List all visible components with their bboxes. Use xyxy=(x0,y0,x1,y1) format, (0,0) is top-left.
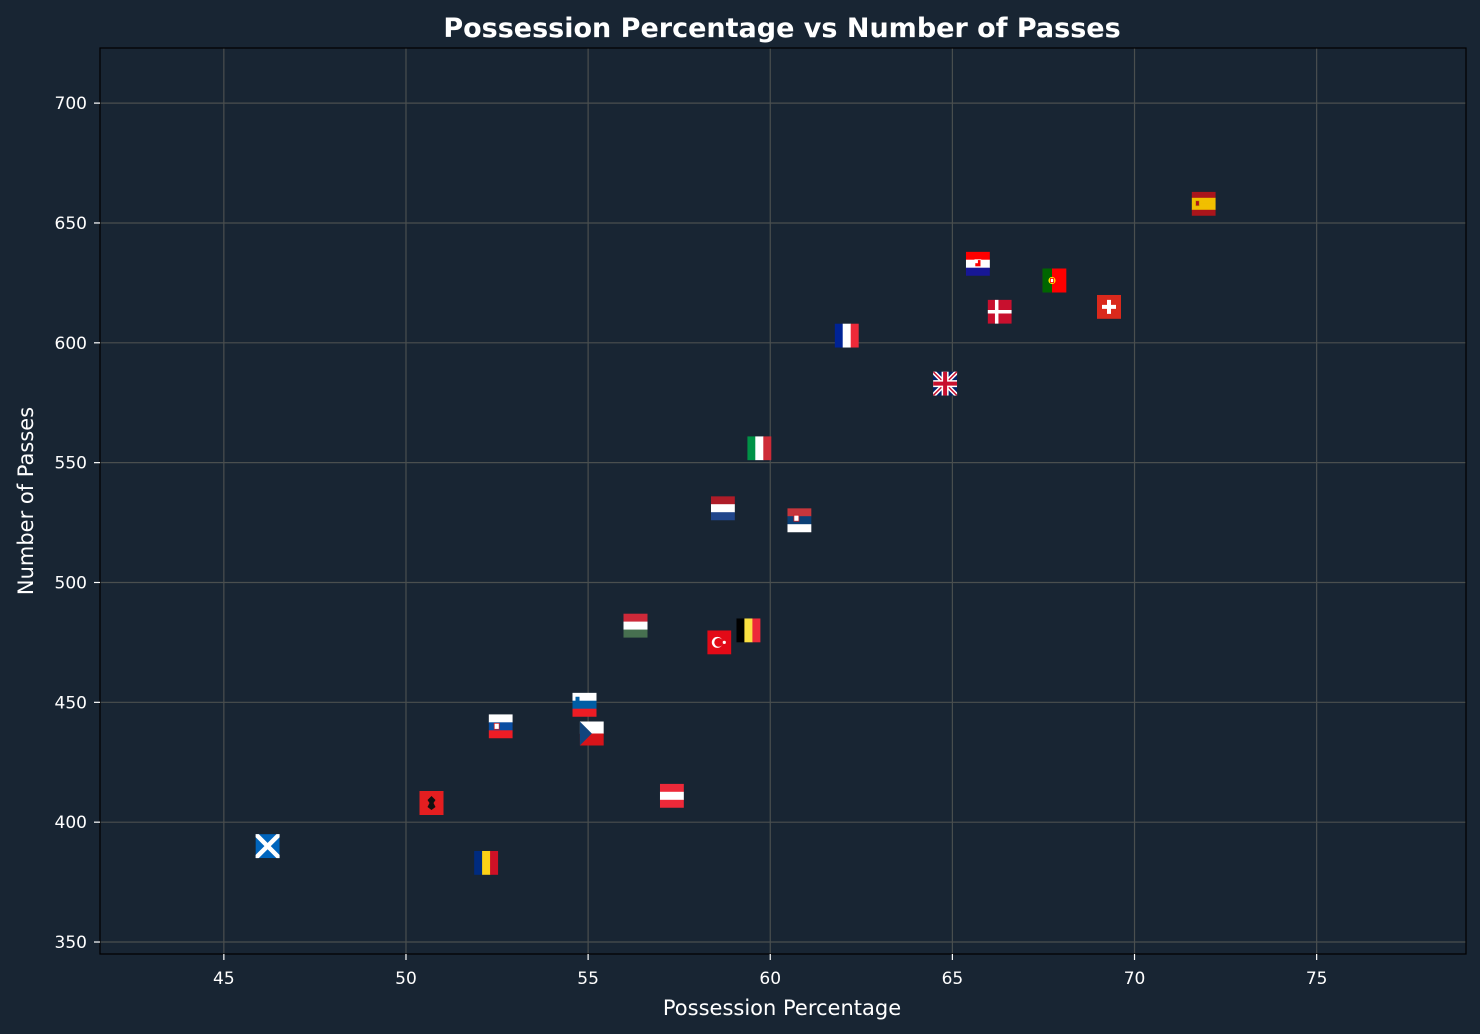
slovakia-flag-icon xyxy=(488,714,513,739)
slovenia-flag-icon xyxy=(572,692,597,717)
y-tick-label: 500 xyxy=(55,573,87,593)
x-tick-label: 70 xyxy=(1124,969,1146,989)
serbia-flag-icon xyxy=(787,508,812,533)
portugal-flag-icon xyxy=(1042,268,1067,293)
tick-marks xyxy=(94,102,1318,960)
axes-frame xyxy=(99,47,1467,955)
x-tick-label: 45 xyxy=(213,969,235,989)
y-tick-label: 450 xyxy=(55,693,87,713)
y-tick-label: 700 xyxy=(55,94,87,114)
denmark-flag-icon xyxy=(987,299,1012,324)
netherlands-flag-icon xyxy=(710,496,735,521)
belgium-flag-icon xyxy=(736,618,761,643)
y-tick-label: 650 xyxy=(55,214,87,234)
turkey-flag-icon xyxy=(707,630,732,655)
france-flag-icon xyxy=(834,323,859,348)
data-points xyxy=(255,191,1216,875)
y-axis-label: Number of Passes xyxy=(14,407,38,595)
x-tick-label: 75 xyxy=(1306,969,1328,989)
grid xyxy=(100,48,1466,954)
chart-title: Possession Percentage vs Number of Passe… xyxy=(443,13,1120,44)
switzerland-flag-icon xyxy=(1097,294,1121,319)
x-tick-label: 50 xyxy=(395,969,417,989)
y-tick-label: 400 xyxy=(55,813,87,833)
y-tick-label: 600 xyxy=(55,334,87,354)
albania-flag-icon xyxy=(419,791,444,815)
austria-flag-icon xyxy=(659,783,684,808)
hungary-flag-icon xyxy=(623,613,648,638)
x-tick-label: 55 xyxy=(577,969,599,989)
y-tick-label: 350 xyxy=(55,933,87,953)
czechia-flag-icon xyxy=(579,721,604,746)
italy-flag-icon xyxy=(747,436,772,461)
scotland-flag-icon xyxy=(255,834,280,859)
y-tick-label: 550 xyxy=(55,454,87,474)
croatia-flag-icon xyxy=(965,251,990,276)
x-tick-label: 65 xyxy=(942,969,964,989)
romania-flag-icon xyxy=(474,850,499,875)
spain-flag-icon xyxy=(1191,191,1216,216)
united-kingdom-flag-icon xyxy=(933,371,958,396)
x-axis-label: Possession Percentage xyxy=(663,996,901,1020)
x-tick-label: 60 xyxy=(759,969,781,989)
